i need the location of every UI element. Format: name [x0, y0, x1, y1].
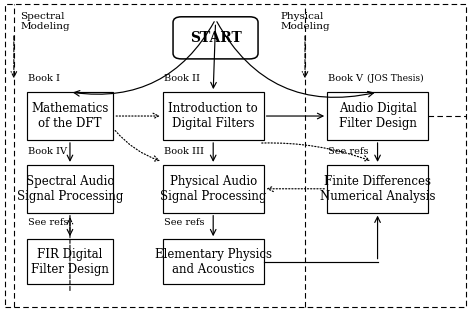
Text: Book V: Book V — [328, 74, 364, 83]
Text: See refs: See refs — [28, 218, 68, 227]
Text: Book I: Book I — [28, 74, 60, 83]
Text: Finite Differences
Numerical Analysis: Finite Differences Numerical Analysis — [320, 175, 435, 203]
FancyBboxPatch shape — [26, 165, 114, 213]
Text: Mathematics
of the DFT: Mathematics of the DFT — [31, 102, 109, 130]
Text: (JOS Thesis): (JOS Thesis) — [367, 74, 423, 83]
FancyBboxPatch shape — [327, 92, 428, 140]
Text: Book III: Book III — [164, 147, 204, 156]
Text: Spectral Audio
Signal Processing: Spectral Audio Signal Processing — [17, 175, 123, 203]
Text: Introduction to
Digital Filters: Introduction to Digital Filters — [168, 102, 258, 130]
Text: Audio Digital
Filter Design: Audio Digital Filter Design — [339, 102, 416, 130]
FancyBboxPatch shape — [26, 239, 114, 284]
FancyBboxPatch shape — [26, 92, 114, 140]
Text: Book IV: Book IV — [28, 147, 67, 156]
FancyBboxPatch shape — [162, 165, 264, 213]
Text: See refs: See refs — [164, 218, 204, 227]
Text: See refs: See refs — [328, 147, 369, 156]
Text: FIR Digital
Filter Design: FIR Digital Filter Design — [31, 248, 109, 276]
Text: Physical Audio
Signal Processing: Physical Audio Signal Processing — [160, 175, 267, 203]
FancyBboxPatch shape — [162, 239, 264, 284]
Text: Elementary Physics
and Acoustics: Elementary Physics and Acoustics — [154, 248, 272, 276]
Text: START: START — [190, 31, 242, 45]
Text: Book II: Book II — [164, 74, 200, 83]
FancyBboxPatch shape — [162, 92, 264, 140]
FancyBboxPatch shape — [327, 165, 428, 213]
Text: Physical
Modeling: Physical Modeling — [280, 12, 330, 31]
Text: Spectral
Modeling: Spectral Modeling — [20, 12, 70, 31]
FancyBboxPatch shape — [173, 17, 258, 59]
